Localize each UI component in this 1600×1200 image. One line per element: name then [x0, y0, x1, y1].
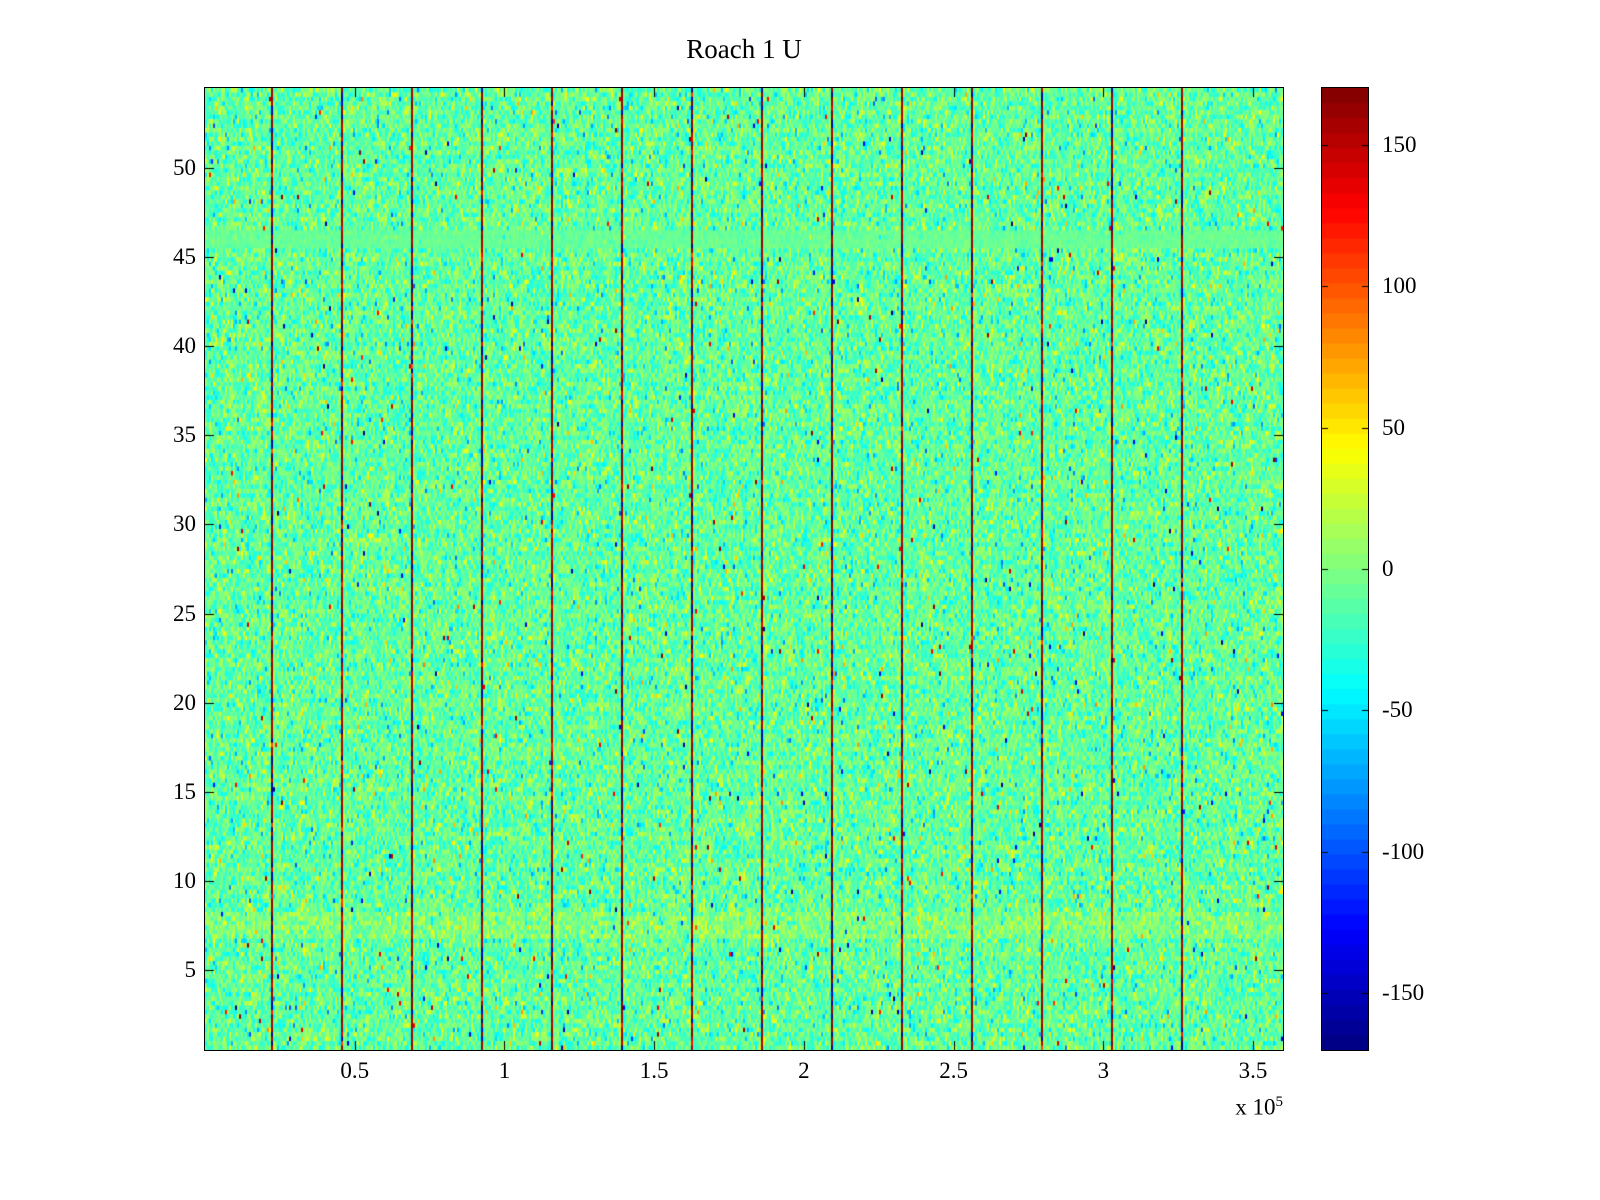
colorbar-tick-label: 150: [1382, 131, 1417, 157]
x-tick-label: 3: [1097, 1058, 1110, 1083]
y-tick-label: 25: [173, 600, 196, 626]
x-tick-label: 0.5: [340, 1058, 370, 1083]
colorbar-tick-label: -150: [1382, 980, 1425, 1006]
heatmap-canvas: [204, 87, 1284, 1051]
y-tick-label: 10: [173, 867, 196, 893]
x-tick-label: 1: [498, 1058, 511, 1083]
x-tick-label: 2.5: [939, 1058, 968, 1083]
colorbar-tick-label: 0: [1382, 556, 1394, 581]
x-axis-multiplier-exponent: 5: [1275, 1094, 1284, 1110]
y-tick-label: 5: [184, 956, 197, 982]
y-tick-label: 35: [173, 422, 196, 448]
x-tick-label: 1.5: [639, 1058, 669, 1083]
plot-title: Roach 1 U: [686, 34, 802, 64]
y-tick-label: 40: [173, 333, 196, 359]
colorbar-tick-label: -50: [1382, 697, 1413, 723]
y-tick-label: 15: [173, 778, 196, 804]
colorbar-tick-label: 100: [1382, 273, 1417, 299]
y-tick-label: 30: [173, 511, 196, 537]
colorbar-canvas: [1321, 87, 1369, 1051]
x-tick-label: 2: [798, 1058, 810, 1083]
x-axis-multiplier-base: x 10: [1235, 1094, 1276, 1120]
y-tick-label: 45: [173, 244, 196, 270]
y-tick-label: 20: [173, 689, 196, 715]
colorbar-tick-label: -100: [1382, 838, 1425, 864]
y-tick-label: 50: [173, 155, 196, 181]
x-tick-label: 3.5: [1238, 1058, 1268, 1083]
colorbar-tick-label: 50: [1382, 414, 1405, 440]
x-axis-multiplier: x 105: [205, 1094, 1283, 1121]
